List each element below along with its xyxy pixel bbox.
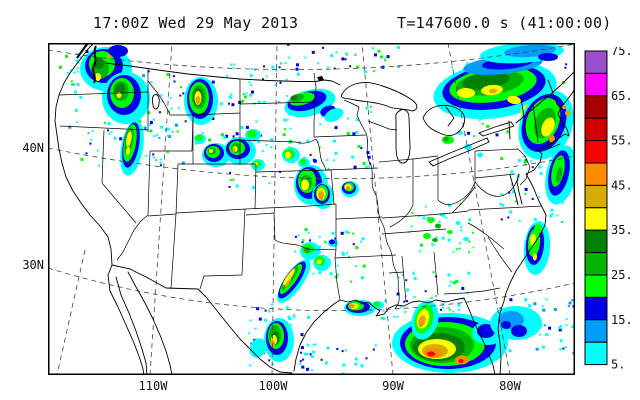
- maine-borders: [508, 79, 561, 143]
- colorbar-cell-70: [584, 50, 608, 74]
- colorbar-cell-65: [584, 72, 608, 97]
- map-frame: [48, 43, 575, 375]
- radar-reflectivity-blobs: [80, 43, 575, 373]
- long-island: [544, 143, 561, 151]
- lake-of-the-woods: [317, 76, 324, 81]
- basemap-outlines: [54, 43, 575, 375]
- puget-sound: [76, 43, 97, 84]
- colorbar-tick-label: 65.: [611, 89, 633, 103]
- lake-michigan: [395, 109, 411, 164]
- x-axis-tick-80W: 80W: [499, 379, 521, 393]
- colorbar-tick-label: 75.: [611, 47, 633, 58]
- gridline-lon-80W: [447, 43, 511, 375]
- colorbar-tick-label: 35.: [611, 223, 633, 237]
- coastline-florida: [463, 173, 547, 375]
- x-axis-tick-110W: 110W: [138, 379, 168, 393]
- gridline-lon-west: [56, 249, 86, 375]
- figure-title-model-time: T=147600.0 s (41:00:00): [397, 14, 612, 32]
- gridline-lon-100W: [271, 43, 278, 375]
- colorbar-cell-25: [584, 252, 608, 276]
- colorbar-cell-30: [584, 229, 608, 254]
- radar-map-canvas: [48, 43, 575, 375]
- gridline-lon-110W: [149, 43, 173, 375]
- colorbar-cell-20: [584, 274, 608, 298]
- colorbar-cell-40: [584, 184, 608, 209]
- lake-ontario: [478, 121, 515, 137]
- gridline-lat-40N: [48, 147, 575, 180]
- colorbar-cell-35: [584, 207, 608, 231]
- y-axis-tick-30N: 30N: [22, 258, 44, 272]
- st-lawrence-river: [515, 70, 575, 124]
- border-us-mexico: [111, 264, 293, 374]
- coastline-northeast: [525, 87, 575, 175]
- lake-erie: [428, 137, 490, 167]
- x-axis-tick-100W: 100W: [258, 379, 288, 393]
- colorbar-tick-label: 55.: [611, 134, 633, 148]
- colorbar-tick-label: 5.: [611, 358, 625, 372]
- colorbar-cell-50: [584, 140, 608, 164]
- colorbar: 75. 65. 55. 45. 35. 25. 15. 5.: [584, 47, 633, 372]
- figure-title-datetime: 17:00Z Wed 29 May 2013: [93, 14, 299, 32]
- lake-superior: [340, 82, 418, 112]
- gridline-lon-90W: [361, 43, 394, 375]
- lake-huron: [422, 104, 466, 137]
- colorbar-cell-45: [584, 162, 608, 186]
- colorbar-cell-15: [584, 296, 608, 321]
- border-us-canada: [104, 62, 341, 86]
- colorbar-tick-label: 45.: [611, 178, 633, 192]
- colorbar-cell-55: [584, 117, 608, 142]
- colorbar-cell-60: [584, 95, 608, 119]
- y-axis-tick-40N: 40N: [22, 141, 44, 155]
- coastline-texas: [293, 299, 341, 372]
- map-panel: [48, 43, 575, 375]
- coastline-gulf-california: [115, 271, 173, 375]
- coastline-gulf: [339, 297, 465, 317]
- colorbar-cell-5: [584, 341, 608, 366]
- colorbar-tick-label: 25.: [611, 268, 633, 282]
- gridline-lat-50N: [48, 43, 575, 70]
- colorbar-cell-10: [584, 319, 608, 343]
- coastline-west: [54, 43, 145, 375]
- colorbar-tick-label: 15.: [611, 313, 633, 327]
- x-axis-tick-90W: 90W: [382, 379, 404, 393]
- gridline-lat-30N: [48, 267, 575, 312]
- state-borders: [58, 69, 543, 310]
- great-salt-lake: [151, 94, 160, 110]
